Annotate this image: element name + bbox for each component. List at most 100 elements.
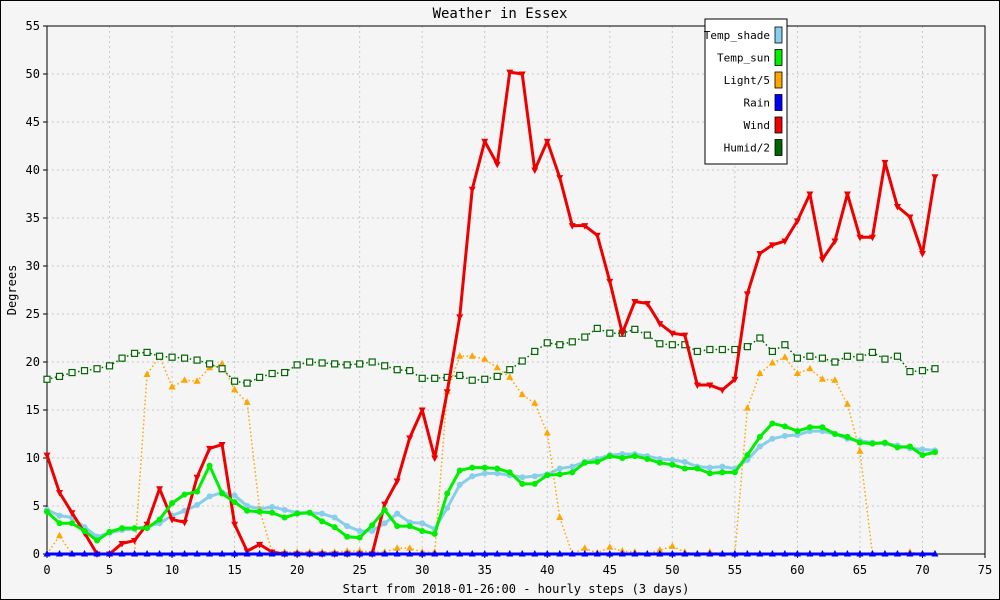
data-point [494, 465, 501, 472]
data-point [668, 542, 676, 549]
data-point [369, 527, 376, 534]
data-point [469, 473, 476, 480]
data-point [543, 550, 551, 557]
data-point [181, 519, 189, 527]
data-point [506, 550, 514, 557]
data-point [743, 291, 751, 298]
data-point [919, 452, 926, 459]
data-point [718, 345, 726, 354]
y-tick-label: 55 [26, 19, 40, 33]
data-point [131, 525, 138, 532]
data-point [918, 367, 927, 375]
data-point [856, 447, 864, 454]
x-tick-label: 5 [106, 563, 113, 577]
data-point [43, 375, 51, 383]
data-point [743, 343, 751, 351]
data-point [568, 550, 576, 557]
data-point [881, 550, 889, 557]
data-point [631, 299, 639, 306]
data-point [531, 473, 538, 480]
data-point [693, 550, 701, 557]
data-point [468, 186, 476, 194]
data-point [769, 420, 776, 427]
data-point [819, 424, 826, 431]
data-point [431, 550, 439, 557]
data-point [606, 550, 614, 557]
data-point [731, 345, 739, 354]
data-point [693, 382, 701, 390]
x-tick-label: 40 [540, 563, 554, 577]
data-point [606, 543, 614, 550]
data-point [306, 358, 314, 366]
data-point [831, 358, 839, 366]
data-point [419, 520, 426, 527]
data-point [493, 363, 501, 371]
data-point [931, 174, 939, 181]
x-tick-label: 75 [978, 563, 992, 577]
data-point [194, 488, 201, 495]
data-point [831, 550, 839, 557]
data-point [744, 452, 751, 459]
legend-label: Wind [744, 119, 771, 132]
legend-label: Temp_sun [717, 52, 770, 65]
data-point [706, 464, 713, 471]
data-point [281, 550, 289, 557]
data-point [606, 453, 613, 460]
data-point [155, 352, 164, 360]
data-point [806, 550, 814, 557]
data-point [381, 520, 388, 527]
data-point [419, 527, 426, 534]
data-point [781, 550, 789, 557]
data-point [331, 524, 338, 531]
data-point [843, 352, 852, 360]
data-point [568, 338, 576, 346]
x-tick-label: 30 [415, 563, 429, 577]
data-point [731, 469, 738, 476]
data-point [918, 550, 926, 557]
data-point [518, 550, 526, 557]
legend-swatch [774, 139, 783, 156]
data-point [243, 379, 251, 387]
data-point [906, 214, 914, 222]
data-point [756, 369, 764, 377]
data-point [318, 550, 326, 557]
data-point [443, 550, 451, 557]
y-tick-label: 50 [26, 67, 40, 81]
data-point [481, 138, 489, 146]
data-point [868, 234, 876, 242]
data-point [881, 439, 888, 446]
x-tick-label: 65 [853, 563, 867, 577]
data-point [293, 550, 301, 557]
data-point [256, 550, 264, 557]
data-point [431, 530, 438, 537]
data-point [793, 354, 802, 362]
data-point [456, 550, 464, 557]
data-point [706, 345, 714, 354]
data-point [106, 550, 114, 557]
data-point [831, 238, 839, 246]
data-point [593, 550, 601, 557]
data-point [130, 349, 139, 357]
data-point [156, 550, 164, 557]
data-point [631, 325, 639, 333]
data-point [394, 523, 401, 530]
data-point [493, 161, 501, 169]
data-point [818, 354, 827, 362]
data-point [231, 521, 239, 529]
data-point [781, 353, 789, 360]
data-point [219, 490, 226, 497]
data-point [506, 469, 513, 476]
y-tick-label: 25 [26, 307, 40, 321]
data-point [406, 367, 414, 375]
data-point [706, 382, 714, 390]
data-point [794, 428, 801, 435]
data-point [68, 550, 76, 557]
data-point [681, 332, 689, 340]
data-point [669, 456, 676, 463]
data-point [543, 138, 551, 146]
legend-label: Rain [744, 97, 771, 110]
data-point [856, 353, 864, 361]
data-point [468, 376, 476, 384]
data-point [894, 444, 901, 451]
data-point [381, 501, 389, 509]
